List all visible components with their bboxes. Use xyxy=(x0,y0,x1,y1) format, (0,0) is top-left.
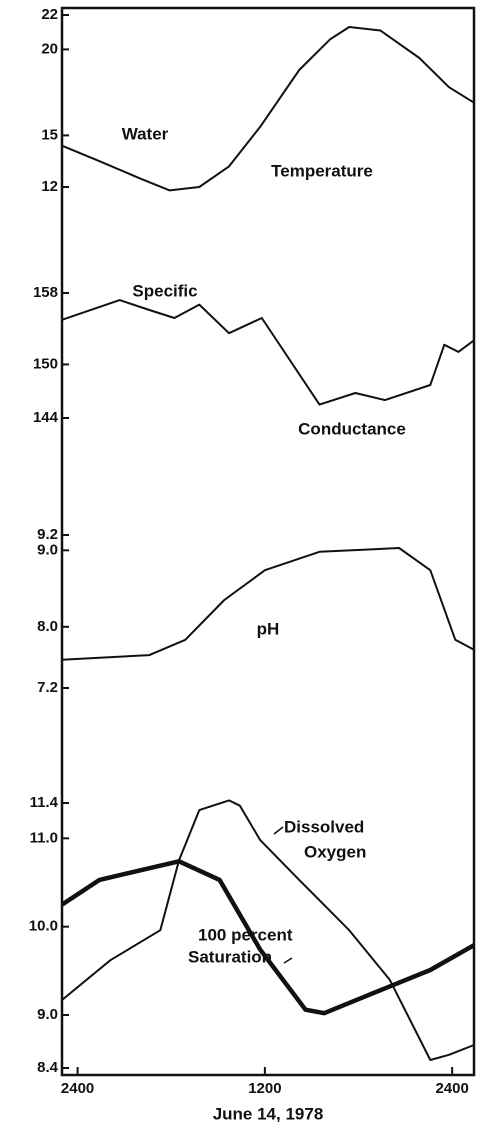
y-tick-label: 144 xyxy=(33,409,59,426)
annotation: Water xyxy=(122,124,169,143)
data-line xyxy=(61,799,475,1061)
leader-line xyxy=(283,957,293,964)
x-tick-label: 1200 xyxy=(248,1080,281,1097)
leader-line xyxy=(273,826,284,835)
data-line xyxy=(61,299,475,406)
y-tick-label: 11.0 xyxy=(30,829,58,846)
x-tick-label: 2400 xyxy=(61,1080,94,1097)
y-tick-label: 9.2 xyxy=(37,526,58,543)
annotation: Specific xyxy=(132,281,197,300)
y-tick-label: 8.4 xyxy=(37,1059,59,1076)
y-tick-label: 11.4 xyxy=(30,794,59,811)
x-axis-label: June 14, 1978 xyxy=(213,1104,324,1123)
y-tick-label: 15 xyxy=(41,126,58,143)
annotation: Dissolved xyxy=(284,817,364,836)
y-tick-label: 10.0 xyxy=(29,918,58,935)
annotation: Conductance xyxy=(298,419,406,438)
y-tick-label: 20 xyxy=(41,40,58,57)
annotation: pH xyxy=(257,619,280,638)
annotation: Oxygen xyxy=(304,842,366,861)
y-tick-label: 9.0 xyxy=(37,541,58,558)
y-tick-label: 8.0 xyxy=(37,618,58,635)
annotation: Saturation xyxy=(188,947,272,966)
data-line xyxy=(60,859,476,1016)
data-line xyxy=(61,26,475,192)
plot-frame xyxy=(60,6,476,1077)
y-tick-label: 12 xyxy=(41,178,58,195)
annotation: 100 percent xyxy=(198,925,293,944)
x-tick-label: 2400 xyxy=(435,1080,468,1097)
y-tick-label: 158 xyxy=(33,284,58,301)
data-line xyxy=(61,547,475,661)
y-tick-label: 22 xyxy=(41,6,58,23)
y-tick-label: 9.0 xyxy=(37,1006,58,1023)
annotation: Temperature xyxy=(271,161,373,180)
y-tick-label: 150 xyxy=(33,355,58,372)
y-tick-label: 7.2 xyxy=(37,679,58,696)
